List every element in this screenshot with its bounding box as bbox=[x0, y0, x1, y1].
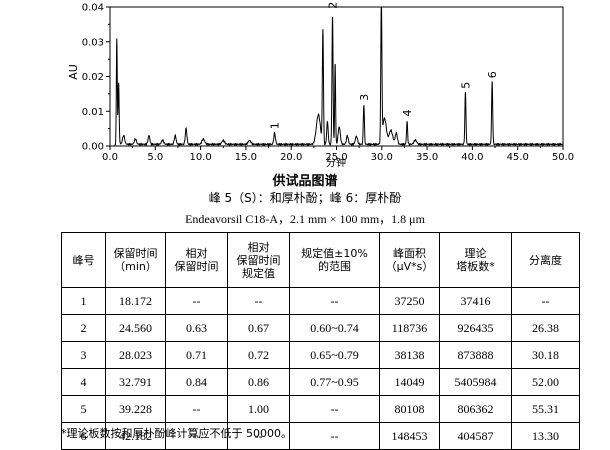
table-row: 5 39.228 -- 1.00 -- 80108 806362 55.31 bbox=[61, 395, 580, 423]
peak-data-table: 峰号 保留时间 （min） 相对 保留时间 相对 保留时间 规定值 规定值±10% 的范围 峰面积（… bbox=[61, 232, 580, 450]
figure-subtitle: 峰 5（S）：和厚朴酚；峰 6：厚朴酚 bbox=[208, 191, 402, 205]
table-cell: -- bbox=[511, 287, 580, 315]
table-cell: 24.560 bbox=[105, 314, 166, 342]
x-tick-label: 15.0 bbox=[235, 152, 257, 163]
table-cell: 4 bbox=[61, 368, 106, 396]
chart-ticks: 0.0 5.0 10.0 15.0 20.0 25.0 30.0 35.0 40.0 45.0 50… bbox=[82, 3, 574, 164]
table-cell: 55.31 bbox=[511, 395, 580, 423]
table-cell: 0.77~0.95 bbox=[289, 368, 380, 396]
x-tick-label: 50.0 bbox=[552, 152, 574, 163]
peak-label: 1 bbox=[269, 122, 282, 129]
table-cell: 28.023 bbox=[105, 341, 166, 369]
table-row: 2 24.560 0.63 0.67 0.60~0.74 118736 926435 26.3… bbox=[61, 314, 580, 342]
x-tick-label: 20.0 bbox=[280, 152, 302, 163]
table-header-cell: 分离度 bbox=[511, 232, 580, 288]
table-cell: 18.172 bbox=[105, 287, 166, 315]
x-tick-label: 35.0 bbox=[416, 152, 438, 163]
table-cell: -- bbox=[227, 287, 290, 315]
table-cell: 14049 bbox=[379, 368, 440, 396]
y-tick-label: 0.04 bbox=[82, 3, 104, 14]
table-cell: 404587 bbox=[439, 422, 512, 450]
table-cell: 0.86 bbox=[227, 368, 290, 396]
table-cell: -- bbox=[165, 287, 228, 315]
table-cell: 0.63 bbox=[165, 314, 228, 342]
x-tick-label: 25.0 bbox=[325, 152, 347, 163]
table-cell: -- bbox=[289, 395, 380, 423]
table-cell: -- bbox=[165, 395, 228, 423]
table-header-cell: 相对 保留时间 规定值 bbox=[227, 232, 290, 288]
chromatogram-trace bbox=[114, 6, 564, 146]
peak-label: 2 bbox=[327, 2, 340, 9]
table-cell: 80108 bbox=[379, 395, 440, 423]
table-cell: 873888 bbox=[439, 341, 512, 369]
x-axis-label: 分钟 bbox=[326, 156, 346, 169]
table-cell: 806362 bbox=[439, 395, 512, 423]
table-cell: 2 bbox=[61, 314, 106, 342]
peak-label: 5 bbox=[459, 82, 472, 89]
table-row: 3 28.023 0.71 0.72 0.65~0.79 38138 873888 30.18 bbox=[61, 341, 580, 369]
table-cell: 118736 bbox=[379, 314, 440, 342]
table-cell: 39.228 bbox=[105, 395, 166, 423]
table-cell: 0.60~0.74 bbox=[289, 314, 380, 342]
column-conditions: Endeavorsil C18-A，2.1 mm × 100 mm，1.8 μm bbox=[185, 212, 425, 226]
table-cell: 1 bbox=[61, 287, 106, 315]
table-cell: 30.18 bbox=[511, 341, 580, 369]
x-tick-label: 30.0 bbox=[371, 152, 393, 163]
y-tick-label: 0.02 bbox=[82, 72, 104, 83]
peak-label: 3 bbox=[358, 94, 371, 101]
peak-label: 6 bbox=[486, 71, 499, 78]
table-cell: 5 bbox=[61, 395, 106, 423]
table-cell: 3 bbox=[61, 341, 106, 369]
table-cell: 926435 bbox=[439, 314, 512, 342]
x-tick-label: 0.0 bbox=[102, 152, 118, 163]
chromatogram-chart: 0.0 5.0 10.0 15.0 20.0 25.0 30.0 35.0 40.0 45.0 50… bbox=[67, 2, 574, 169]
table-cell: 0.84 bbox=[165, 368, 228, 396]
table-cell: -- bbox=[289, 287, 380, 315]
table-cell: 0.72 bbox=[227, 341, 290, 369]
figure-title: 供试品图谱 bbox=[272, 174, 338, 189]
table-cell: -- bbox=[289, 422, 380, 450]
table-cell: 0.67 bbox=[227, 314, 290, 342]
table-cell: 5405984 bbox=[439, 368, 512, 396]
x-tick-label: 10.0 bbox=[189, 152, 211, 163]
table-cell: 0.65~0.79 bbox=[289, 341, 380, 369]
table-cell: 32.791 bbox=[105, 368, 166, 396]
x-tick-label: 45.0 bbox=[507, 152, 529, 163]
table-cell: 26.38 bbox=[511, 314, 580, 342]
peak-labels: 1 2 3 4 5 6 bbox=[269, 2, 500, 130]
x-tick-label: 40.0 bbox=[461, 152, 483, 163]
table-cell: 52.00 bbox=[511, 368, 580, 396]
peak-label: 4 bbox=[401, 110, 414, 117]
table-header-cell: 相对 保留时间 bbox=[165, 232, 228, 288]
table-header-cell: 保留时间 （min） bbox=[105, 232, 166, 288]
table-row: 4 32.791 0.84 0.86 0.77~0.95 14049 5405984 52.0… bbox=[61, 368, 580, 396]
table-header-row: 峰号 保留时间 （min） 相对 保留时间 相对 保留时间 规定值 规定值±10% 的范围 峰面积（… bbox=[61, 232, 580, 288]
table-cell: 0.71 bbox=[165, 341, 228, 369]
table-cell: 148453 bbox=[379, 422, 440, 450]
table-cell: 13.30 bbox=[511, 422, 580, 450]
table-cell: 1.00 bbox=[227, 395, 290, 423]
table-header-cell: 理论 塔板数* bbox=[439, 232, 512, 288]
table-header-cell: 峰号 bbox=[61, 232, 106, 288]
y-axis-label: AU bbox=[67, 64, 80, 80]
table-header-cell: 峰面积 （μV*s） bbox=[379, 232, 440, 288]
y-tick-label: 0.03 bbox=[82, 37, 104, 48]
table-cell: 38138 bbox=[379, 341, 440, 369]
y-tick-label: 0.01 bbox=[82, 107, 104, 118]
table-row: 1 18.172 -- -- -- 37250 37416 -- bbox=[61, 287, 580, 315]
table-cell: 37416 bbox=[439, 287, 512, 315]
table-header-cell: 规定值±10% 的范围 bbox=[289, 232, 380, 288]
footnote: *理论板数按和厚朴酚峰计算应不低于 50000。 bbox=[61, 427, 292, 440]
table-cell: 37250 bbox=[379, 287, 440, 315]
y-tick-label: 0.00 bbox=[82, 142, 104, 153]
x-tick-label: 5.0 bbox=[147, 152, 163, 163]
